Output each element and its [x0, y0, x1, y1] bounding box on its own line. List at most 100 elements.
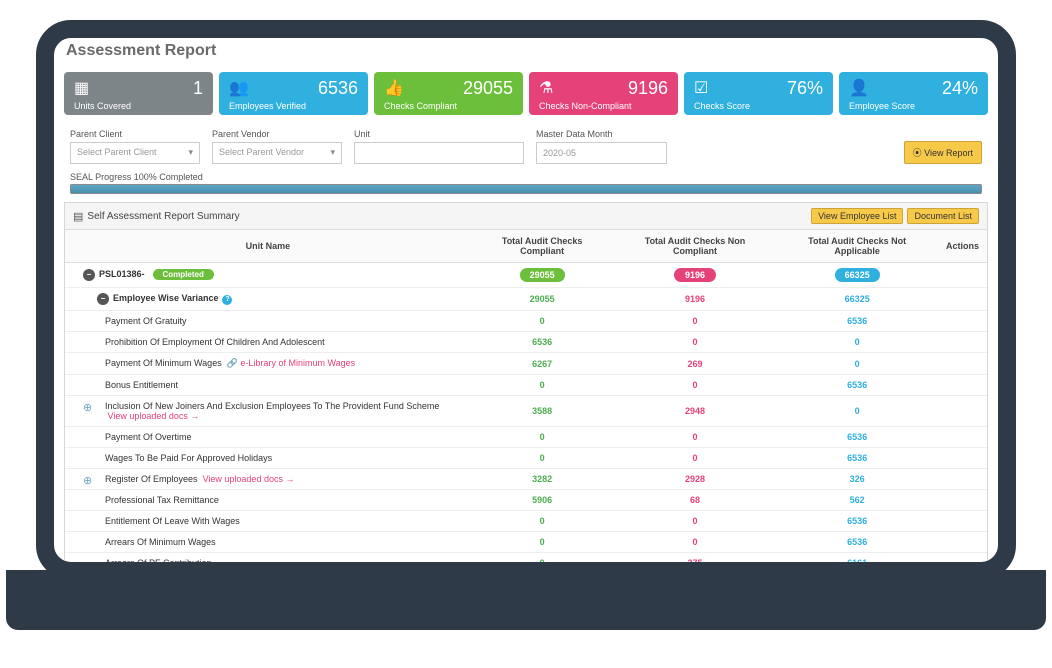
- master-data-input[interactable]: [536, 142, 667, 164]
- cell-not-applicable: 6536: [776, 532, 938, 553]
- master-data-label: Master Data Month: [536, 129, 667, 139]
- cell-compliant: 0: [471, 448, 614, 469]
- cell-compliant: 0: [471, 511, 614, 532]
- cell-non-compliant: 0: [614, 311, 777, 332]
- cell-not-applicable: 0: [776, 396, 938, 427]
- cell-non-compliant: 2928: [614, 469, 777, 490]
- col-unit-name: Unit Name: [65, 230, 471, 263]
- metric-icon: ▦: [74, 78, 89, 98]
- parent-vendor-filter: Parent Vendor Select Parent Vendor: [212, 129, 342, 164]
- cell-non-compliant: 0: [614, 448, 777, 469]
- metric-card-1[interactable]: 👥6536Employees Verified: [219, 72, 368, 115]
- cell-non-compliant: 0: [614, 511, 777, 532]
- table-row: Professional Tax Remittance590668562: [65, 490, 987, 511]
- metric-card-4[interactable]: ☑ 76% Checks Score: [684, 72, 833, 115]
- upload-link[interactable]: View uploaded docs →: [108, 411, 200, 421]
- col-non-compliant: Total Audit Checks Non Compliant: [614, 230, 777, 263]
- row-label: Entitlement Of Leave With Wages: [65, 511, 471, 532]
- cell-non-compliant: 0: [614, 532, 777, 553]
- table-row: Arrears Of PF Contribution03756161: [65, 553, 987, 563]
- cell-non-compliant: 0: [614, 427, 777, 448]
- row-label: Payment Of Minimum Wages 🔗 e-Library of …: [65, 353, 471, 375]
- page-content: Assessment Report ▦1Units Covered👥6536Em…: [54, 38, 998, 562]
- progress-area: SEAL Progress 100% Completed: [54, 172, 998, 198]
- sub-row-label[interactable]: −Employee Wise Variance?: [65, 288, 471, 311]
- cell-not-applicable: 6536: [776, 311, 938, 332]
- metric-icon: 👤: [849, 78, 869, 98]
- metric-card-2[interactable]: 👍29055Checks Compliant: [374, 72, 523, 115]
- collapse-icon[interactable]: −: [83, 269, 95, 281]
- metric-value: 76%: [787, 78, 823, 99]
- main-row: −PSL01386-Completed29055919666325: [65, 263, 987, 288]
- cell-non-compliant: 375: [614, 553, 777, 563]
- cell-compliant: 0: [471, 375, 614, 396]
- cell-compliant: 3588: [471, 396, 614, 427]
- metric-card-5[interactable]: 👤 24% Employee Score: [839, 72, 988, 115]
- metric-card-3[interactable]: ⚗9196Checks Non-Compliant: [529, 72, 678, 115]
- parent-vendor-select[interactable]: Select Parent Vendor: [212, 142, 342, 164]
- filters-row: Parent Client Select Parent Client Paren…: [54, 119, 998, 172]
- row-label: ⊕Register Of Employees View uploaded doc…: [65, 469, 471, 490]
- globe-icon[interactable]: ⊕: [83, 474, 92, 487]
- summary-table: Unit Name Total Audit Checks Compliant T…: [65, 230, 987, 562]
- row-label: Professional Tax Remittance: [65, 490, 471, 511]
- link[interactable]: 🔗 e-Library of Minimum Wages: [227, 358, 355, 368]
- progress-bar: [70, 184, 982, 194]
- metric-label: Employee Score: [849, 101, 978, 111]
- metric-icon: 👥: [229, 78, 249, 98]
- upload-link[interactable]: View uploaded docs →: [203, 474, 295, 484]
- badge-compliant: 29055: [520, 268, 565, 282]
- metric-value: 29055: [463, 78, 513, 99]
- unit-input[interactable]: [354, 142, 524, 164]
- table-row: Payment Of Overtime006536: [65, 427, 987, 448]
- metric-value: 24%: [942, 78, 978, 99]
- progress-label: SEAL Progress 100% Completed: [70, 172, 982, 182]
- cell-not-applicable: 326: [776, 469, 938, 490]
- row-label: Prohibition Of Employment Of Children An…: [65, 332, 471, 353]
- cell-not-applicable: 66325: [776, 288, 938, 311]
- cell-compliant: 29055: [471, 288, 614, 311]
- summary-section: ▤ Self Assessment Report Summary View Em…: [64, 202, 988, 562]
- table-row: ⊕Inclusion Of New Joiners And Exclusion …: [65, 396, 987, 427]
- col-not-applicable: Total Audit Checks Not Applicable: [776, 230, 938, 263]
- metric-icon: ☑: [694, 78, 708, 98]
- help-icon[interactable]: ?: [222, 295, 232, 305]
- cell-non-compliant: 0: [614, 375, 777, 396]
- table-row: Prohibition Of Employment Of Children An…: [65, 332, 987, 353]
- row-label: Arrears Of PF Contribution: [65, 553, 471, 563]
- document-icon: ▤: [73, 210, 83, 223]
- row-label: ⊕Inclusion Of New Joiners And Exclusion …: [65, 396, 471, 427]
- main-row-label[interactable]: −PSL01386-Completed: [65, 263, 471, 288]
- summary-header: ▤ Self Assessment Report Summary View Em…: [65, 203, 987, 230]
- cell-not-applicable: 0: [776, 353, 938, 375]
- sub-row: −Employee Wise Variance?29055919666325: [65, 288, 987, 311]
- row-label: Arrears Of Minimum Wages: [65, 532, 471, 553]
- metric-icon: 👍: [384, 78, 404, 98]
- row-label: Wages To Be Paid For Approved Holidays: [65, 448, 471, 469]
- parent-client-label: Parent Client: [70, 129, 200, 139]
- cell-non-compliant: 269: [614, 353, 777, 375]
- cell-non-compliant: 2948: [614, 396, 777, 427]
- metric-label: Checks Score: [694, 101, 823, 111]
- parent-vendor-label: Parent Vendor: [212, 129, 342, 139]
- parent-client-select[interactable]: Select Parent Client: [70, 142, 200, 164]
- page-title: Assessment Report: [54, 38, 998, 68]
- table-row: Payment Of Gratuity006536: [65, 311, 987, 332]
- row-label: Bonus Entitlement: [65, 375, 471, 396]
- cell-not-applicable: 562: [776, 490, 938, 511]
- cell-not-applicable: 6536: [776, 427, 938, 448]
- metric-value: 9196: [628, 78, 668, 99]
- document-list-button[interactable]: Document List: [907, 208, 979, 224]
- unit-filter: Unit: [354, 129, 524, 164]
- cell-compliant: 0: [471, 311, 614, 332]
- collapse-icon[interactable]: −: [97, 293, 109, 305]
- row-label: Payment Of Gratuity: [65, 311, 471, 332]
- unit-label: Unit: [354, 129, 524, 139]
- view-employee-list-button[interactable]: View Employee List: [811, 208, 903, 224]
- metric-card-0[interactable]: ▦1Units Covered: [64, 72, 213, 115]
- metric-value: 1: [193, 78, 203, 99]
- status-badge: Completed: [153, 269, 214, 280]
- globe-icon[interactable]: ⊕: [83, 401, 92, 414]
- view-report-button[interactable]: ⦿ View Report: [904, 141, 982, 164]
- cell-not-applicable: 6536: [776, 375, 938, 396]
